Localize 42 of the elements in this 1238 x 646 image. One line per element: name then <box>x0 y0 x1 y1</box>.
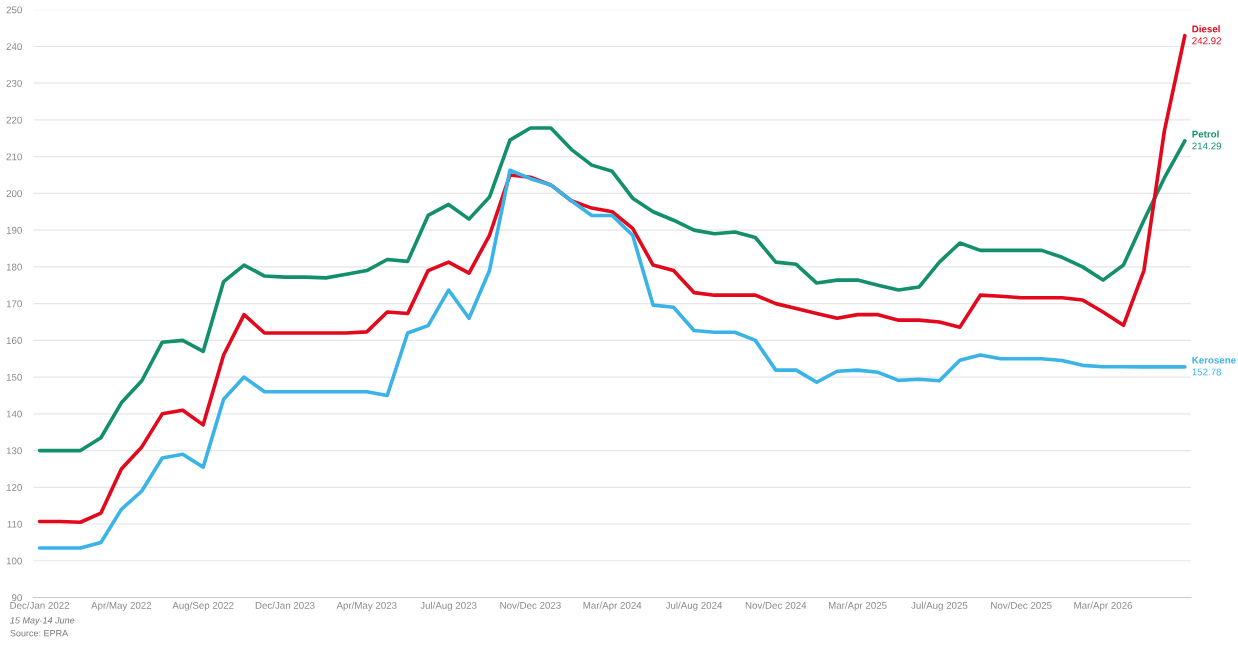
y-tick-label: 200 <box>6 190 22 198</box>
y-tick-label: 230 <box>6 79 22 87</box>
y-tick-label: 240 <box>6 43 22 51</box>
y-tick-label: 110 <box>7 520 22 528</box>
line-series <box>37 126 1187 453</box>
x-tick-label: Dec/Jan 2022 <box>10 601 70 609</box>
y-tick-label: 160 <box>6 337 22 344</box>
x-tick-label: Dec/Jan 2023 <box>255 601 315 609</box>
x-tick-label: Mar/Apr 2024 <box>583 601 642 611</box>
x-tick-label: Jul/Aug 2023 <box>420 601 477 611</box>
x-tick-label: Nov/Dec 2023 <box>500 601 561 609</box>
text: 15 May-14 June <box>10 617 75 626</box>
x-tick-label: Jul/Aug 2024 <box>665 601 723 611</box>
x-tick-label: Apr/May 2022 <box>91 601 152 611</box>
y-tick-label: 190 <box>6 226 22 234</box>
series-label: Petrol <box>1192 130 1219 138</box>
x-tick-label: Jul/Aug 2025 <box>911 601 968 611</box>
y-tick-label: 90 <box>11 594 22 602</box>
y-tick-label: 170 <box>6 300 22 308</box>
y-tick-label: 100 <box>6 557 22 565</box>
line-series <box>37 168 1187 550</box>
x-tick-label: Nov/Dec 2024 <box>745 601 807 609</box>
y-tick-label: 250 <box>6 6 22 14</box>
y-tick-label: 140 <box>6 410 22 418</box>
y-tick-label: 220 <box>6 116 22 124</box>
data-label: 214.29 <box>1192 142 1222 150</box>
y-tick-label: 120 <box>6 484 22 491</box>
series-label: Diesel <box>1192 25 1220 33</box>
x-tick-label: Mar/Apr 2025 <box>828 601 887 611</box>
x-tick-label: Mar/Apr 2026 <box>1074 601 1133 611</box>
series-label: Kerosene <box>1192 356 1236 364</box>
x-tick-label: Aug/Sep 2022 <box>172 601 234 611</box>
source-note: Source: EPRA <box>10 630 69 637</box>
y-tick-label: 210 <box>6 153 22 161</box>
y-tick-label: 180 <box>6 263 22 271</box>
y-tick-label: 130 <box>6 447 22 455</box>
x-tick-label: Apr/May 2023 <box>336 601 397 611</box>
data-label: 242.92 <box>1192 37 1222 45</box>
line-series <box>37 33 1187 525</box>
x-tick-label: Nov/Dec 2025 <box>991 601 1052 609</box>
data-label: 152.78 <box>1192 368 1222 376</box>
y-tick-label: 150 <box>6 373 22 381</box>
